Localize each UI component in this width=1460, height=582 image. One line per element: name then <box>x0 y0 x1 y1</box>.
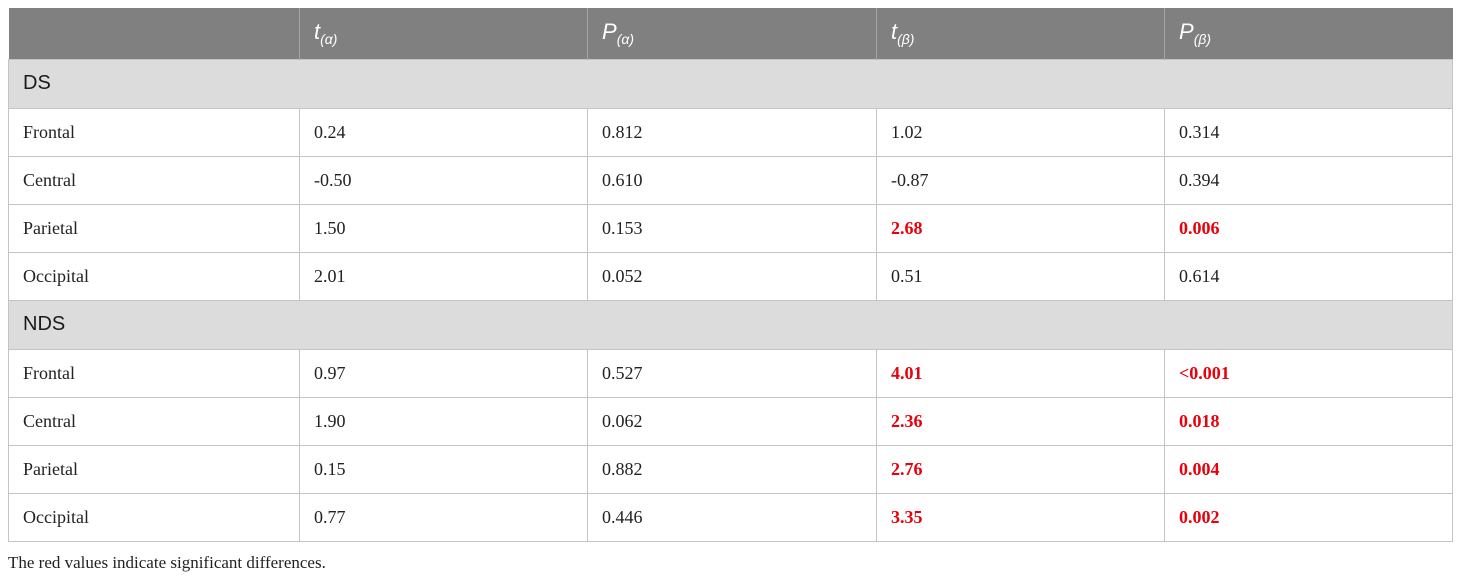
table-row: Frontal 0.97 0.527 4.01 <0.001 <box>8 348 1453 398</box>
header-subscript: (β) <box>1193 31 1212 48</box>
value-cell: 1.90 <box>299 396 588 446</box>
value-cell: 0.446 <box>587 492 877 542</box>
region-cell: Central <box>8 155 300 205</box>
header-row: t(α) P(α) t(β) P(β) <box>8 8 1453 59</box>
table-footnote: The red values indicate significant diff… <box>8 553 326 572</box>
header-cell: t(β) <box>876 8 1165 59</box>
header-subscript: (β) <box>897 31 915 48</box>
value-cell: 0.24 <box>299 107 588 157</box>
group-label: DS <box>8 58 1453 108</box>
results-table: t(α) P(α) t(β) P(β) DS Frontal 0.24 0.812 1.02 0… <box>8 8 1453 542</box>
header-cell: P(α) <box>587 8 877 59</box>
region-cell: Occipital <box>8 492 300 542</box>
region-cell: Central <box>8 396 300 446</box>
header-symbol: t <box>891 19 898 45</box>
header-subscript: (α) <box>616 31 634 48</box>
value-cell: 0.610 <box>587 155 877 205</box>
table-row: Central 1.90 0.062 2.36 0.018 <box>8 396 1453 446</box>
header-cell: P(β) <box>1164 8 1453 59</box>
region-cell: Frontal <box>8 348 300 398</box>
value-cell: 0.052 <box>587 251 877 301</box>
value-cell: 0.153 <box>587 203 877 253</box>
value-cell: 0.15 <box>299 444 588 494</box>
value-cell-significant: <0.001 <box>1164 348 1453 398</box>
value-cell: 1.50 <box>299 203 588 253</box>
value-cell: 0.614 <box>1164 251 1453 301</box>
region-cell: Frontal <box>8 107 300 157</box>
region-cell: Occipital <box>8 251 300 301</box>
value-cell: 0.527 <box>587 348 877 398</box>
header-cell-empty <box>8 8 300 59</box>
group-label: NDS <box>8 299 1453 349</box>
value-cell: 0.062 <box>587 396 877 446</box>
value-cell-significant: 2.68 <box>876 203 1165 253</box>
value-cell: 0.882 <box>587 444 877 494</box>
value-cell: -0.50 <box>299 155 588 205</box>
table-row: Frontal 0.24 0.812 1.02 0.314 <box>8 107 1453 157</box>
table-row: Central -0.50 0.610 -0.87 0.394 <box>8 155 1453 205</box>
table-row: Occipital 0.77 0.446 3.35 0.002 <box>8 492 1453 542</box>
value-cell: 0.51 <box>876 251 1165 301</box>
header-symbol: t <box>314 19 321 45</box>
header-symbol: P <box>602 19 617 45</box>
value-cell: -0.87 <box>876 155 1165 205</box>
value-cell-significant: 3.35 <box>876 492 1165 542</box>
table-row: Parietal 0.15 0.882 2.76 0.004 <box>8 444 1453 494</box>
region-cell: Parietal <box>8 444 300 494</box>
table-row: Parietal 1.50 0.153 2.68 0.006 <box>8 203 1453 253</box>
value-cell-significant: 0.006 <box>1164 203 1453 253</box>
value-cell: 0.394 <box>1164 155 1453 205</box>
value-cell-significant: 0.002 <box>1164 492 1453 542</box>
value-cell: 2.01 <box>299 251 588 301</box>
table-row: Occipital 2.01 0.052 0.51 0.614 <box>8 251 1453 301</box>
value-cell-significant: 4.01 <box>876 348 1165 398</box>
region-cell: Parietal <box>8 203 300 253</box>
value-cell-significant: 0.004 <box>1164 444 1453 494</box>
value-cell: 0.77 <box>299 492 588 542</box>
header-subscript: (α) <box>320 31 338 48</box>
value-cell: 0.314 <box>1164 107 1453 157</box>
header-symbol: P <box>1179 19 1194 45</box>
table-body: DS Frontal 0.24 0.812 1.02 0.314 Central -0.50 0… <box>8 58 1453 542</box>
group-row: DS <box>8 58 1453 108</box>
value-cell: 1.02 <box>876 107 1165 157</box>
header-cell: t(α) <box>299 8 588 59</box>
value-cell: 0.812 <box>587 107 877 157</box>
group-row: NDS <box>8 299 1453 349</box>
value-cell: 0.97 <box>299 348 588 398</box>
results-table-container: t(α) P(α) t(β) P(β) DS Frontal 0.24 0.812 1.02 0… <box>8 8 1453 542</box>
value-cell-significant: 2.36 <box>876 396 1165 446</box>
value-cell-significant: 2.76 <box>876 444 1165 494</box>
value-cell-significant: 0.018 <box>1164 396 1453 446</box>
